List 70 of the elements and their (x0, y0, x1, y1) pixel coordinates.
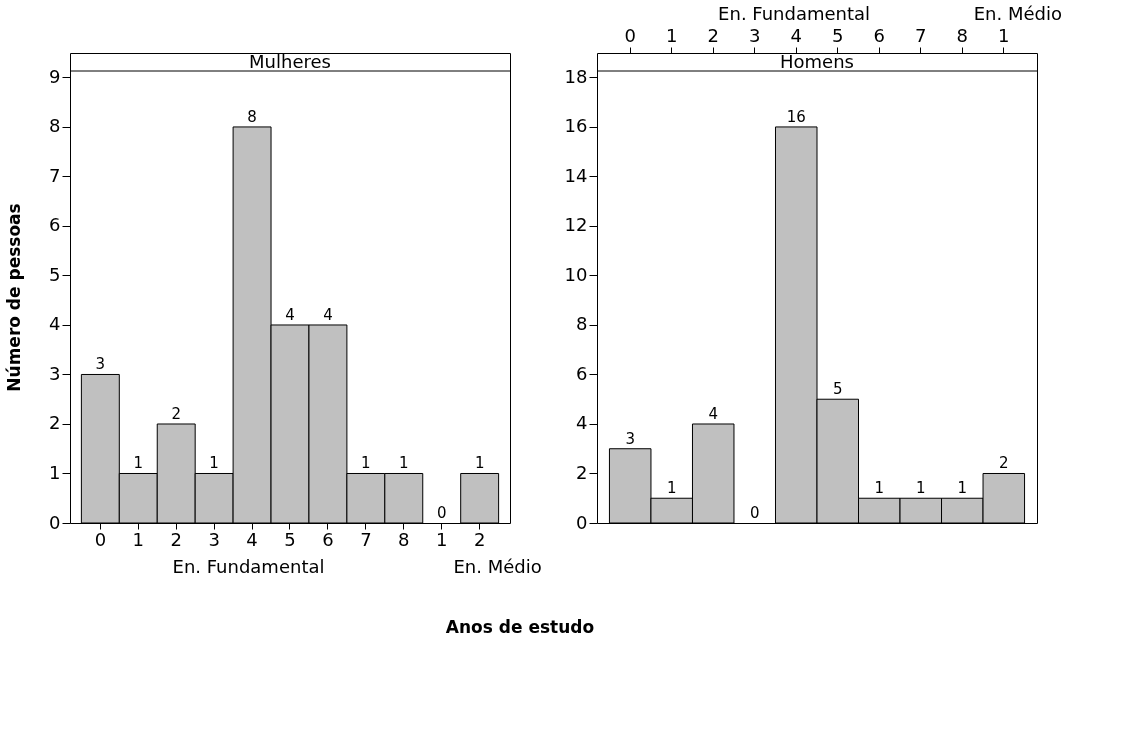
y-tick-label: 10 (564, 263, 588, 285)
data-label: 2 (999, 454, 1009, 473)
chart-title: Homens (780, 51, 854, 72)
x-tick-label: 3 (208, 528, 220, 550)
data-label: 1 (133, 454, 144, 473)
data-label: 1 (666, 479, 677, 498)
x-tick-label: 5 (284, 528, 296, 550)
data-label: 3 (95, 355, 106, 374)
x-tick-label: 6 (322, 528, 334, 550)
data-label: 5 (832, 380, 843, 399)
y-tick-label: 4 (576, 412, 588, 434)
x-tick-label: 5 (832, 24, 844, 46)
data-label: 0 (749, 504, 760, 522)
data-label: 8 (247, 107, 257, 126)
data-label: 1 (474, 454, 485, 473)
y-tick-label: 14 (564, 164, 588, 186)
x-axis-title: Anos de estudo (445, 617, 595, 637)
y-tick-label: 8 (49, 115, 61, 137)
y-tick-label: 7 (49, 164, 61, 186)
data-label: 1 (957, 479, 968, 498)
data-label: 4 (323, 305, 333, 324)
y-tick-label: 9 (49, 65, 61, 87)
x-tick-label: 4 (790, 24, 802, 46)
x-tick-label: 7 (360, 528, 372, 550)
y-tick-label: 6 (576, 362, 588, 384)
y-tick-label: 0 (576, 511, 588, 533)
y-tick-label: 1 (49, 461, 61, 483)
x-tick-label: 4 (246, 528, 258, 550)
y-tick-label: 3 (49, 362, 61, 384)
y-tick-label: 8 (576, 313, 588, 335)
x-tick-label: 8 (398, 528, 410, 550)
x-tick-label: 7 (915, 24, 927, 46)
data-label: 3 (625, 429, 635, 448)
data-label: 1 (361, 454, 371, 473)
y-tick-label: 12 (564, 214, 588, 236)
x-tick-label: 0 (624, 24, 636, 46)
text: En. Fundamental (718, 3, 871, 24)
data-label: 1 (399, 454, 409, 473)
y-tick-label: 18 (564, 65, 588, 87)
x-tick-label: 2 (473, 528, 486, 550)
x-tick-label: 2 (707, 24, 719, 46)
y-axis-title: Número de pessoas (4, 203, 25, 392)
data-label: 1 (209, 454, 219, 473)
data-label: 1 (874, 479, 885, 498)
x-tick-label: 1 (998, 24, 1010, 46)
data-label: 4 (708, 404, 718, 423)
x-tick-label: 1 (132, 528, 144, 550)
data-label: 16 (786, 107, 806, 126)
x-tick-label: 6 (873, 24, 885, 46)
x-tick-label: 1 (436, 528, 448, 550)
y-tick-label: 6 (49, 214, 61, 236)
data-label: 2 (171, 404, 181, 423)
y-tick-label: 2 (49, 412, 61, 434)
text: En. Fundamental (172, 556, 325, 577)
y-tick-label: 16 (564, 115, 588, 137)
x-tick-label: 0 (94, 528, 107, 550)
text: En. Médio (973, 3, 1062, 24)
x-tick-label: 8 (956, 24, 969, 46)
data-label: 4 (285, 305, 295, 324)
x-tick-label: 1 (665, 24, 678, 46)
y-tick-label: 2 (576, 461, 588, 483)
text: En. Médio (453, 556, 542, 577)
x-tick-label: 2 (170, 528, 182, 550)
y-tick-label: 0 (49, 511, 61, 533)
x-tick-label: 3 (749, 24, 761, 46)
y-tick-label: 5 (49, 263, 61, 285)
data-label: 1 (916, 479, 926, 498)
chart-title: Mulheres (249, 51, 331, 72)
data-label: 0 (436, 504, 447, 522)
y-tick-label: 4 (49, 313, 61, 335)
